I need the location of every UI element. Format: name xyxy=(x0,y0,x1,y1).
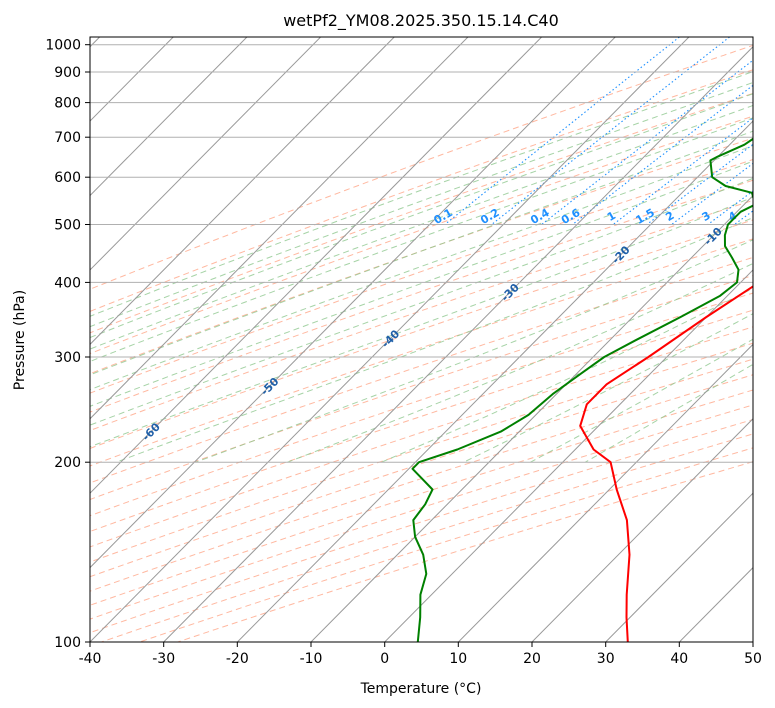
x-tick-label: 0 xyxy=(380,651,389,667)
moist-adiabat xyxy=(90,177,753,426)
temperature-line xyxy=(579,285,753,642)
plot-frame xyxy=(89,36,754,643)
x-tick-label: -10 xyxy=(300,651,323,667)
x-tick-label: 50 xyxy=(744,651,762,667)
dry-adiabat xyxy=(90,292,753,517)
dry-adiabat xyxy=(90,219,753,449)
x-tick-label: 40 xyxy=(670,651,688,667)
isotherm-line xyxy=(90,37,322,271)
moist-adiabat xyxy=(90,117,753,363)
dry-adiabat xyxy=(90,374,753,592)
moist-adiabat xyxy=(90,104,753,350)
isotherm-line xyxy=(90,37,690,642)
x-axis: -40 -30 -20 -10 0 10 20 30 40 50 xyxy=(79,642,762,667)
y-axis: 1000 900 800 700 600 500 400 300 200 100 xyxy=(45,38,90,651)
dry-adiabat xyxy=(90,342,753,563)
moist-adiabat xyxy=(90,71,753,317)
moist-adiabat xyxy=(463,313,753,463)
x-tick-label: -20 xyxy=(226,651,249,667)
dry-adiabat xyxy=(90,256,753,484)
y-tick-label: 700 xyxy=(54,130,81,146)
mixing-ratio-line xyxy=(541,59,753,225)
moist-adiabat xyxy=(90,130,753,376)
x-axis-title: Temperature (°C) xyxy=(360,681,482,697)
isotherm-line xyxy=(90,37,469,420)
dry-adiabat xyxy=(90,115,753,355)
moist-adiabat xyxy=(90,160,753,407)
moist-adiabat xyxy=(90,196,753,448)
moist-adiabat xyxy=(287,262,753,463)
x-tick-label: 10 xyxy=(449,651,467,667)
y-tick-label: 800 xyxy=(54,96,81,112)
x-tick-label: -30 xyxy=(152,651,175,667)
y-tick-label: 100 xyxy=(54,635,81,651)
isotherm-line xyxy=(90,37,543,494)
isotherm-line xyxy=(457,343,753,642)
isotherm-line xyxy=(604,492,753,642)
isotherm-line xyxy=(90,37,395,346)
y-tick-label: 200 xyxy=(54,455,81,471)
dry-adiabat xyxy=(90,69,753,312)
y-tick-label: 300 xyxy=(54,350,81,366)
y-axis-title: Pressure (hPa) xyxy=(12,290,28,390)
plot-area: -100-90-80-70-60-50-40-30-20-10010203040… xyxy=(90,37,753,642)
moist-adiabat xyxy=(381,287,753,463)
x-tick-label: -40 xyxy=(79,651,102,667)
y-tick-label: 500 xyxy=(54,218,81,234)
y-tick-label: 900 xyxy=(54,65,81,81)
moist-adiabats xyxy=(90,71,753,463)
dry-adiabat xyxy=(90,199,753,432)
isotherm-line xyxy=(236,120,753,642)
dry-adiabat xyxy=(90,309,753,533)
isotherm-line xyxy=(383,269,753,642)
moist-adiabat xyxy=(90,144,753,391)
mixing-ratio-line xyxy=(572,84,753,225)
y-tick-label: 600 xyxy=(54,170,81,186)
x-tick-label: 30 xyxy=(597,651,615,667)
isotherm-line xyxy=(90,37,616,569)
isotherm-line xyxy=(90,37,248,197)
dewpoint-line xyxy=(411,137,753,642)
y-tick-label: 400 xyxy=(54,275,81,291)
profile-series xyxy=(411,137,753,642)
mixing-ratio-line xyxy=(646,143,753,225)
pressure-gridlines xyxy=(90,44,753,642)
dry-adiabat xyxy=(90,389,753,606)
dry-adiabat xyxy=(90,44,753,290)
isotherm-line xyxy=(162,46,753,642)
moist-adiabat xyxy=(195,239,753,463)
isotherm-line xyxy=(310,194,753,642)
mixing-ratio-line xyxy=(671,162,753,225)
y-tick-label: 1000 xyxy=(45,38,81,54)
chart-title: wetPf2_YM08.2025.350.15.14.C40 xyxy=(283,11,559,31)
dry-adiabats xyxy=(90,44,753,642)
isotherm-line xyxy=(531,418,753,642)
dry-adiabat xyxy=(90,92,753,334)
x-tick-label: 20 xyxy=(523,651,541,667)
isotherms xyxy=(90,37,753,642)
